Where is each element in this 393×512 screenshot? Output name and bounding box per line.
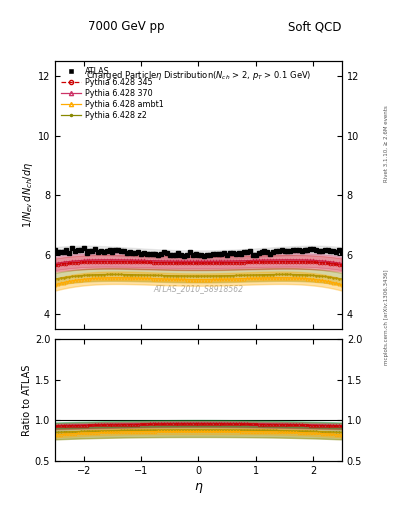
Text: Charged Particle$\mathit{\eta}$ Distribution($N_{ch}$ > 2, $p_T$ > 0.1 GeV): Charged Particle$\mathit{\eta}$ Distribu… <box>86 70 311 82</box>
Y-axis label: $1/N_{ev}\,dN_{ch}/d\eta$: $1/N_{ev}\,dN_{ch}/d\eta$ <box>21 162 35 228</box>
Text: Soft QCD: Soft QCD <box>288 20 341 33</box>
Text: 7000 GeV pp: 7000 GeV pp <box>88 20 164 33</box>
Text: ATLAS_2010_S8918562: ATLAS_2010_S8918562 <box>153 285 244 293</box>
X-axis label: $\eta$: $\eta$ <box>194 481 203 495</box>
Text: mcplots.cern.ch [arXiv:1306.3436]: mcplots.cern.ch [arXiv:1306.3436] <box>384 270 389 365</box>
Text: Rivet 3.1.10, ≥ 2.6M events: Rivet 3.1.10, ≥ 2.6M events <box>384 105 389 182</box>
Y-axis label: Ratio to ATLAS: Ratio to ATLAS <box>22 364 32 436</box>
Legend: ATLAS, Pythia 6.428 345, Pythia 6.428 370, Pythia 6.428 ambt1, Pythia 6.428 z2: ATLAS, Pythia 6.428 345, Pythia 6.428 37… <box>59 66 165 122</box>
